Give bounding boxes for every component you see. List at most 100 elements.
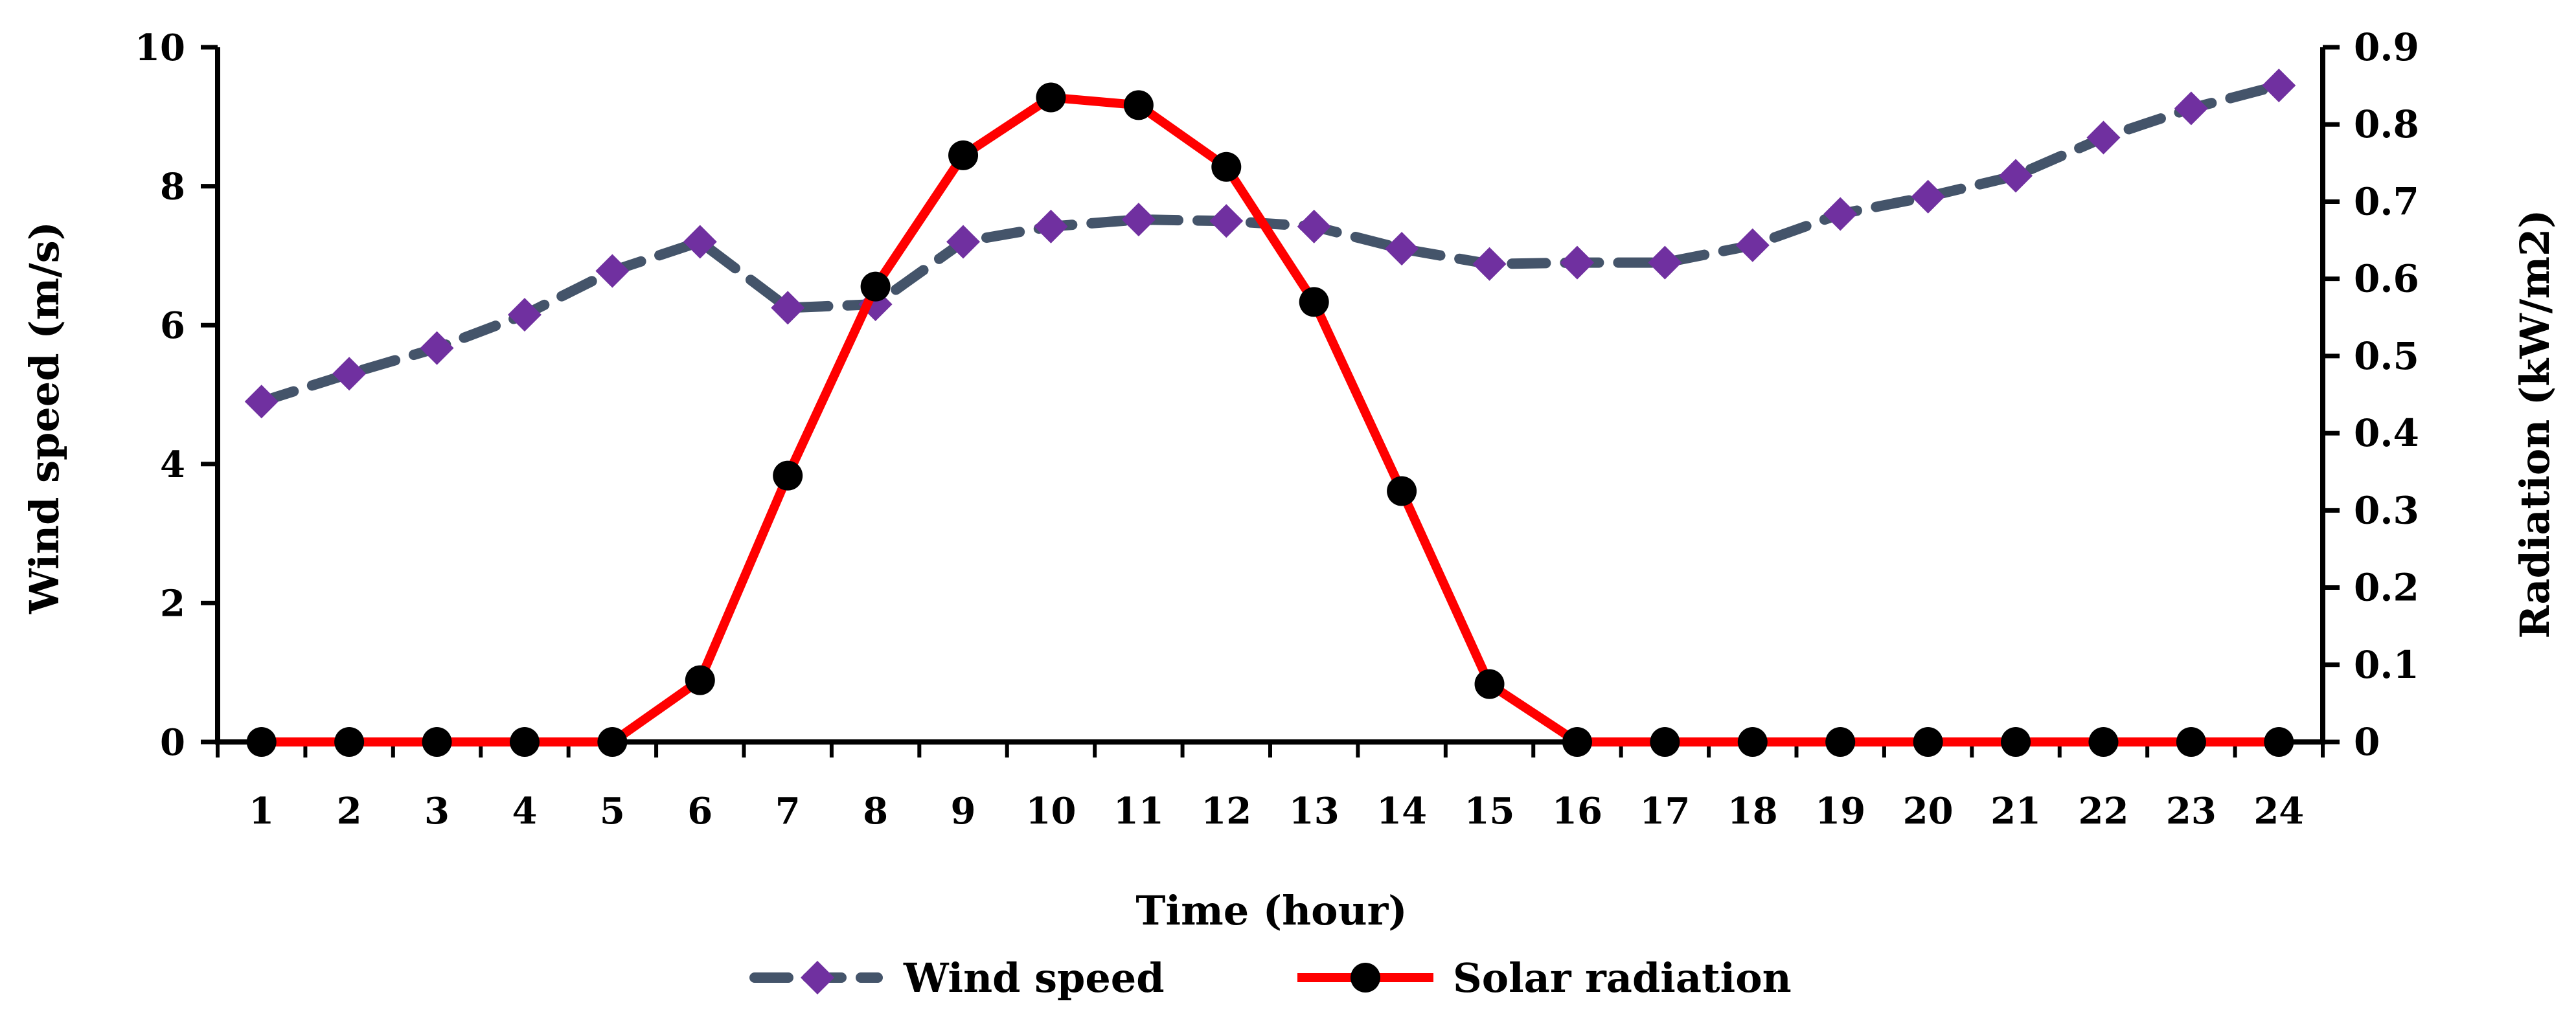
x-tick-label: 19 [1815,790,1865,833]
data-point [1560,245,1594,280]
y2-axis-title: Radiation (kW/m2) [2511,209,2559,638]
data-point [1209,204,1244,238]
y2-tick-label: 0.8 [2354,102,2419,146]
legend-marker [801,961,834,994]
data-point [946,225,981,259]
series-solar-radiation [246,82,2294,757]
y2-tick-label: 0.1 [2354,643,2419,687]
x-tick-label: 21 [1990,790,2041,833]
x-tick-label: 4 [512,790,537,833]
x-tick-label: 12 [1201,790,1251,833]
x-tick-label: 24 [2253,790,2304,833]
data-point [1121,203,1156,237]
data-point [2086,120,2121,155]
y2-tick-label: 0.3 [2354,488,2419,532]
y2-tick-label: 0.9 [2354,25,2419,69]
data-point [1562,727,1592,757]
plot-area [244,69,2296,757]
legend-label: Solar radiation [1453,954,1792,1002]
x-tick-label: 14 [1376,790,1427,833]
x-tick-label: 23 [2166,790,2217,833]
data-point [509,727,540,757]
data-point [1737,727,1768,757]
data-point [1648,245,1682,280]
series-line [261,93,2279,746]
data-point [1823,197,1858,231]
data-point [507,298,541,332]
data-point [2262,69,2296,103]
data-point [332,357,367,391]
x-tick-label: 22 [2078,790,2128,833]
y-tick-label: 8 [160,166,185,208]
x-tick-label: 10 [1025,790,1076,833]
data-point [1650,727,1680,757]
data-point [244,385,279,419]
data-point [1297,209,1331,243]
x-tick-label: 2 [337,790,362,833]
data-point [1911,179,1945,214]
data-point [685,665,715,695]
data-point [1825,727,1856,757]
y2-tick-label: 0 [2354,720,2380,764]
data-point [771,291,805,325]
data-point [1472,247,1507,281]
series-wind-speed [244,69,2296,419]
data-point [2264,727,2294,757]
x-tick-label: 6 [687,790,712,833]
x-tick-label: 5 [600,790,625,833]
data-point [1385,232,1419,266]
x-tick-label: 7 [775,790,801,833]
y-tick-label: 10 [135,27,185,69]
x-tick-label: 1 [249,790,274,833]
data-point [773,460,803,491]
x-tick-label: 17 [1639,790,1690,833]
data-point [2174,91,2208,126]
y-tick-label: 4 [160,443,185,486]
legend-item-solar-radiation: Solar radiation [1297,954,1792,1002]
y2-tick-label: 0.4 [2354,411,2419,455]
data-point [1034,209,1068,243]
y2-tick-label: 0.7 [2354,179,2419,223]
data-point [683,225,717,259]
data-point [1387,476,1417,506]
data-point [420,331,454,365]
data-point [422,727,452,757]
y2-tick-label: 0.5 [2354,334,2419,378]
data-point [948,140,979,170]
y-axis-title: Wind speed (m/s) [21,221,68,614]
data-point [595,254,630,288]
data-point [1299,287,1329,317]
data-point [2088,727,2119,757]
data-point [860,271,891,302]
x-tick-label: 18 [1727,790,1778,833]
data-point [1036,82,1066,113]
x-tick-label: 9 [951,790,976,833]
x-tick-label: 3 [424,790,450,833]
data-point [1735,228,1770,262]
legend-item-wind-speed: Wind speed [749,954,1165,1002]
y2-tick-label: 0.6 [2354,257,2419,301]
data-point [597,727,628,757]
y-tick-label: 0 [160,721,185,764]
data-point [1123,90,1154,120]
data-point [2001,727,2031,757]
x-tick-label: 16 [1552,790,1602,833]
y-tick-label: 6 [160,304,185,347]
x-tick-label: 20 [1903,790,1954,833]
data-point [1999,159,2033,193]
data-point [1474,669,1505,699]
y-tick-label: 2 [160,582,185,625]
x-axis-title: Time (hour) [1135,887,1407,934]
data-point [2176,727,2206,757]
data-point [246,727,277,757]
x-tick-label: 13 [1289,790,1339,833]
legend-label: Wind speed [903,954,1165,1002]
x-tick-label: 15 [1465,790,1515,833]
legend: Wind speed Solar radiation [749,954,1792,1002]
legend-marker [1351,963,1380,993]
x-tick-label: 11 [1113,790,1164,833]
series-line [256,80,2285,407]
data-point [1211,151,1242,182]
data-point [1913,727,1943,757]
